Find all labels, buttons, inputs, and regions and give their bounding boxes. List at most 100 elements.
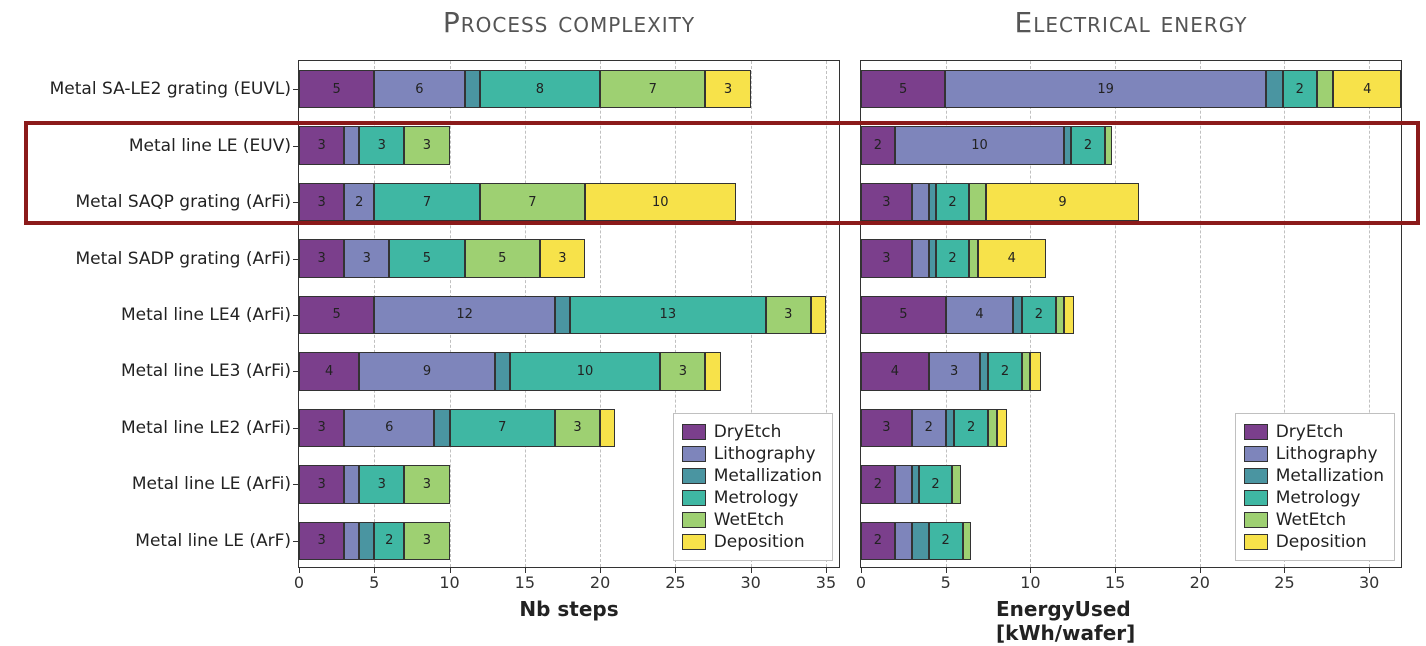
plot-right: 051015202530EnergyUsed [kWh/wafer]519242… <box>860 60 1402 568</box>
bar-segment-metrology: 2 <box>954 409 988 447</box>
bar-segment-lithography <box>895 465 912 503</box>
legend-item: Lithography <box>1244 444 1384 464</box>
bar-segment-deposition <box>705 352 720 390</box>
legend-swatch-icon <box>682 468 706 484</box>
xtick-label: 25 <box>1274 573 1294 592</box>
bar-segment-wetetch: 3 <box>404 522 449 560</box>
bar-row: 542 <box>861 296 1401 334</box>
legend-swatch-icon <box>1244 446 1268 462</box>
legend-label: Deposition <box>714 532 805 552</box>
bar-segment-metrology: 7 <box>450 409 555 447</box>
legend-item: DryEtch <box>1244 422 1384 442</box>
bar-segment-metallization <box>912 522 929 560</box>
bar-segment-metallization <box>912 465 919 503</box>
legend-label: Metallization <box>1276 466 1384 486</box>
xtick-label: 5 <box>941 573 951 592</box>
bar-segment-lithography: 4 <box>946 296 1014 334</box>
legend-label: Metallization <box>714 466 822 486</box>
bar-segment-metrology: 2 <box>936 239 970 277</box>
bar-segment-lithography <box>344 465 359 503</box>
bar-segment-wetetch: 3 <box>404 465 449 503</box>
bar-segment-dryetch: 4 <box>299 352 359 390</box>
bar-row: 333 <box>299 126 839 164</box>
bar-segment-metrology: 3 <box>359 465 404 503</box>
xtick-label: 10 <box>439 573 459 592</box>
bar-segment-dryetch: 3 <box>299 126 344 164</box>
bar-segment-metrology: 3 <box>359 126 404 164</box>
legend-swatch-icon <box>1244 468 1268 484</box>
bar-segment-dryetch: 2 <box>861 126 895 164</box>
legend-item: Deposition <box>1244 532 1384 552</box>
x-axis-label: Nb steps <box>519 597 618 621</box>
x-axis-label: EnergyUsed [kWh/wafer] <box>996 597 1266 645</box>
bar-row: 324 <box>861 239 1401 277</box>
bar-segment-metrology: 7 <box>374 183 479 221</box>
bar-segment-deposition <box>1064 296 1074 334</box>
bar-segment-metallization <box>359 522 374 560</box>
y-category-label: Metal line LE4 (ArFi) <box>121 305 299 325</box>
bar-segment-metallization <box>555 296 570 334</box>
y-category-label: Metal line LE3 (ArFi) <box>121 361 299 381</box>
bar-segment-dryetch: 2 <box>861 522 895 560</box>
bar-segment-metrology: 2 <box>1071 126 1105 164</box>
y-category-label: Metal SAQP grating (ArFi) <box>75 192 299 212</box>
bar-segment-lithography: 3 <box>929 352 980 390</box>
legend-item: Metrology <box>1244 488 1384 508</box>
bar-segment-wetetch <box>1317 70 1334 108</box>
bar-segment-dryetch: 2 <box>861 465 895 503</box>
y-category-label: Metal SADP grating (ArFi) <box>75 249 299 269</box>
legend-item: WetEtch <box>1244 510 1384 530</box>
bar-segment-dryetch: 3 <box>299 409 344 447</box>
bar-row: 432 <box>861 352 1401 390</box>
bar-segment-deposition <box>1030 352 1040 390</box>
panel-title-left: Process complexity <box>298 6 840 39</box>
panel-title-right: Electrical energy <box>860 6 1402 39</box>
y-category-label: Metal line LE (ArF) <box>135 531 299 551</box>
bar-segment-wetetch: 3 <box>766 296 811 334</box>
xtick-label: 0 <box>294 573 304 592</box>
legend-label: DryEtch <box>1276 422 1344 442</box>
bar-segment-lithography <box>912 239 929 277</box>
bar-segment-lithography <box>344 126 359 164</box>
bar-segment-metrology: 2 <box>988 352 1022 390</box>
bar-segment-wetetch: 3 <box>555 409 600 447</box>
bar-segment-wetetch <box>963 522 971 560</box>
bar-segment-metrology: 8 <box>480 70 600 108</box>
bar-segment-dryetch: 3 <box>861 409 912 447</box>
legend-swatch-icon <box>682 424 706 440</box>
xtick-label: 5 <box>369 573 379 592</box>
bar-segment-wetetch <box>1105 126 1112 164</box>
xtick-label: 15 <box>515 573 535 592</box>
bar-segment-metrology: 2 <box>929 522 963 560</box>
legend-swatch-icon <box>1244 534 1268 550</box>
bar-segment-dryetch: 3 <box>861 239 912 277</box>
bar-segment-deposition: 3 <box>540 239 585 277</box>
legend-item: Lithography <box>682 444 822 464</box>
legend-swatch-icon <box>1244 512 1268 528</box>
legend-swatch-icon <box>682 534 706 550</box>
bar-segment-metrology: 2 <box>1022 296 1056 334</box>
bar-segment-metrology: 2 <box>936 183 970 221</box>
bar-segment-metrology: 13 <box>570 296 766 334</box>
legend-label: Deposition <box>1276 532 1367 552</box>
bar-segment-wetetch <box>1056 296 1064 334</box>
bar-segment-lithography <box>344 522 359 560</box>
bar-segment-dryetch: 3 <box>299 522 344 560</box>
legend-swatch-icon <box>682 490 706 506</box>
bar-segment-metallization <box>465 70 480 108</box>
bar-segment-lithography: 3 <box>344 239 389 277</box>
bar-segment-lithography: 19 <box>945 70 1266 108</box>
legend-label: WetEtch <box>1276 510 1346 530</box>
bar-segment-deposition: 4 <box>1333 70 1401 108</box>
xtick-label: 20 <box>1190 573 1210 592</box>
xtick-label: 30 <box>740 573 760 592</box>
legend-label: Lithography <box>714 444 816 464</box>
y-category-label: Metal line LE (EUV) <box>129 136 299 156</box>
bar-segment-dryetch: 3 <box>299 465 344 503</box>
bar-segment-dryetch: 4 <box>861 352 929 390</box>
bar-segment-wetetch <box>969 183 986 221</box>
xtick-label: 30 <box>1359 573 1379 592</box>
bar-row: 51924 <box>861 70 1401 108</box>
bar-segment-wetetch <box>969 239 977 277</box>
xtick-label: 15 <box>1105 573 1125 592</box>
